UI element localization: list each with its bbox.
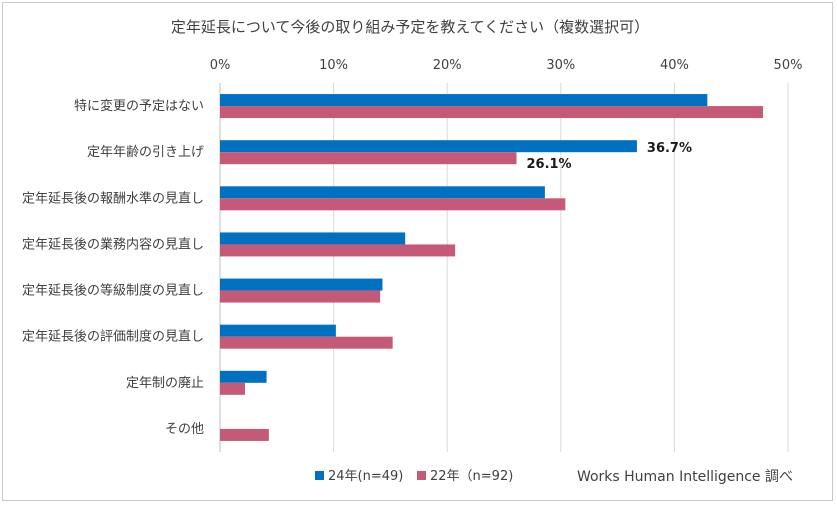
category-labels: 特に変更の予定はない定年年齢の引き上げ定年延長後の報酬水準の見直し定年延長後の業… <box>22 98 204 437</box>
bar <box>220 152 517 165</box>
bar <box>220 428 269 441</box>
bar <box>220 244 456 257</box>
data-label: 26.1% <box>526 157 571 172</box>
gridlines <box>219 83 789 452</box>
legend: 24年(n=49) 22年（n=92) <box>315 469 513 484</box>
bar <box>220 382 245 395</box>
legend-swatch <box>417 471 426 480</box>
bar <box>220 140 637 153</box>
category-label: 定年制の廃止 <box>126 375 204 391</box>
x-tick-label: 40% <box>660 58 689 73</box>
category-label: 特に変更の予定はない <box>74 98 204 114</box>
category-label: 定年延長後の報酬水準の見直し <box>22 190 204 206</box>
bar <box>220 186 545 199</box>
bar <box>220 336 393 349</box>
x-tick-label: 50% <box>774 58 803 73</box>
x-tick-label: 0% <box>210 58 231 73</box>
bar <box>220 278 383 291</box>
category-label: その他 <box>165 422 204 437</box>
data-labels: 36.7% 26.1% <box>526 141 692 172</box>
category-label: 定年年齢の引き上げ <box>87 145 204 160</box>
category-label: 定年延長後の評価制度の見直し <box>22 329 204 345</box>
legend-label: 22年（n=92) <box>430 469 513 484</box>
bar <box>220 198 566 211</box>
legend-label: 24年(n=49) <box>328 469 403 484</box>
bar <box>220 106 764 119</box>
x-tick-label: 30% <box>546 58 575 73</box>
x-axis-ticks: 0% 10% 20% 30% 40% 50% <box>210 58 803 73</box>
bars <box>220 94 764 441</box>
chart-title: 定年延長について今後の取り組み予定を教えてください（複数選択可） <box>171 18 649 36</box>
x-tick-label: 20% <box>433 58 462 73</box>
source-note: Works Human Intelligence 調べ <box>577 469 793 485</box>
bar <box>220 232 406 245</box>
category-label: 定年延長後の等級制度の見直し <box>22 283 204 299</box>
bar <box>220 370 267 383</box>
bar <box>220 290 381 303</box>
bar <box>220 324 336 337</box>
category-label: 定年延長後の業務内容の見直し <box>22 236 204 252</box>
legend-swatch <box>315 471 324 480</box>
bar <box>220 94 708 107</box>
data-label: 36.7% <box>647 141 692 156</box>
x-tick-label: 10% <box>319 58 348 73</box>
